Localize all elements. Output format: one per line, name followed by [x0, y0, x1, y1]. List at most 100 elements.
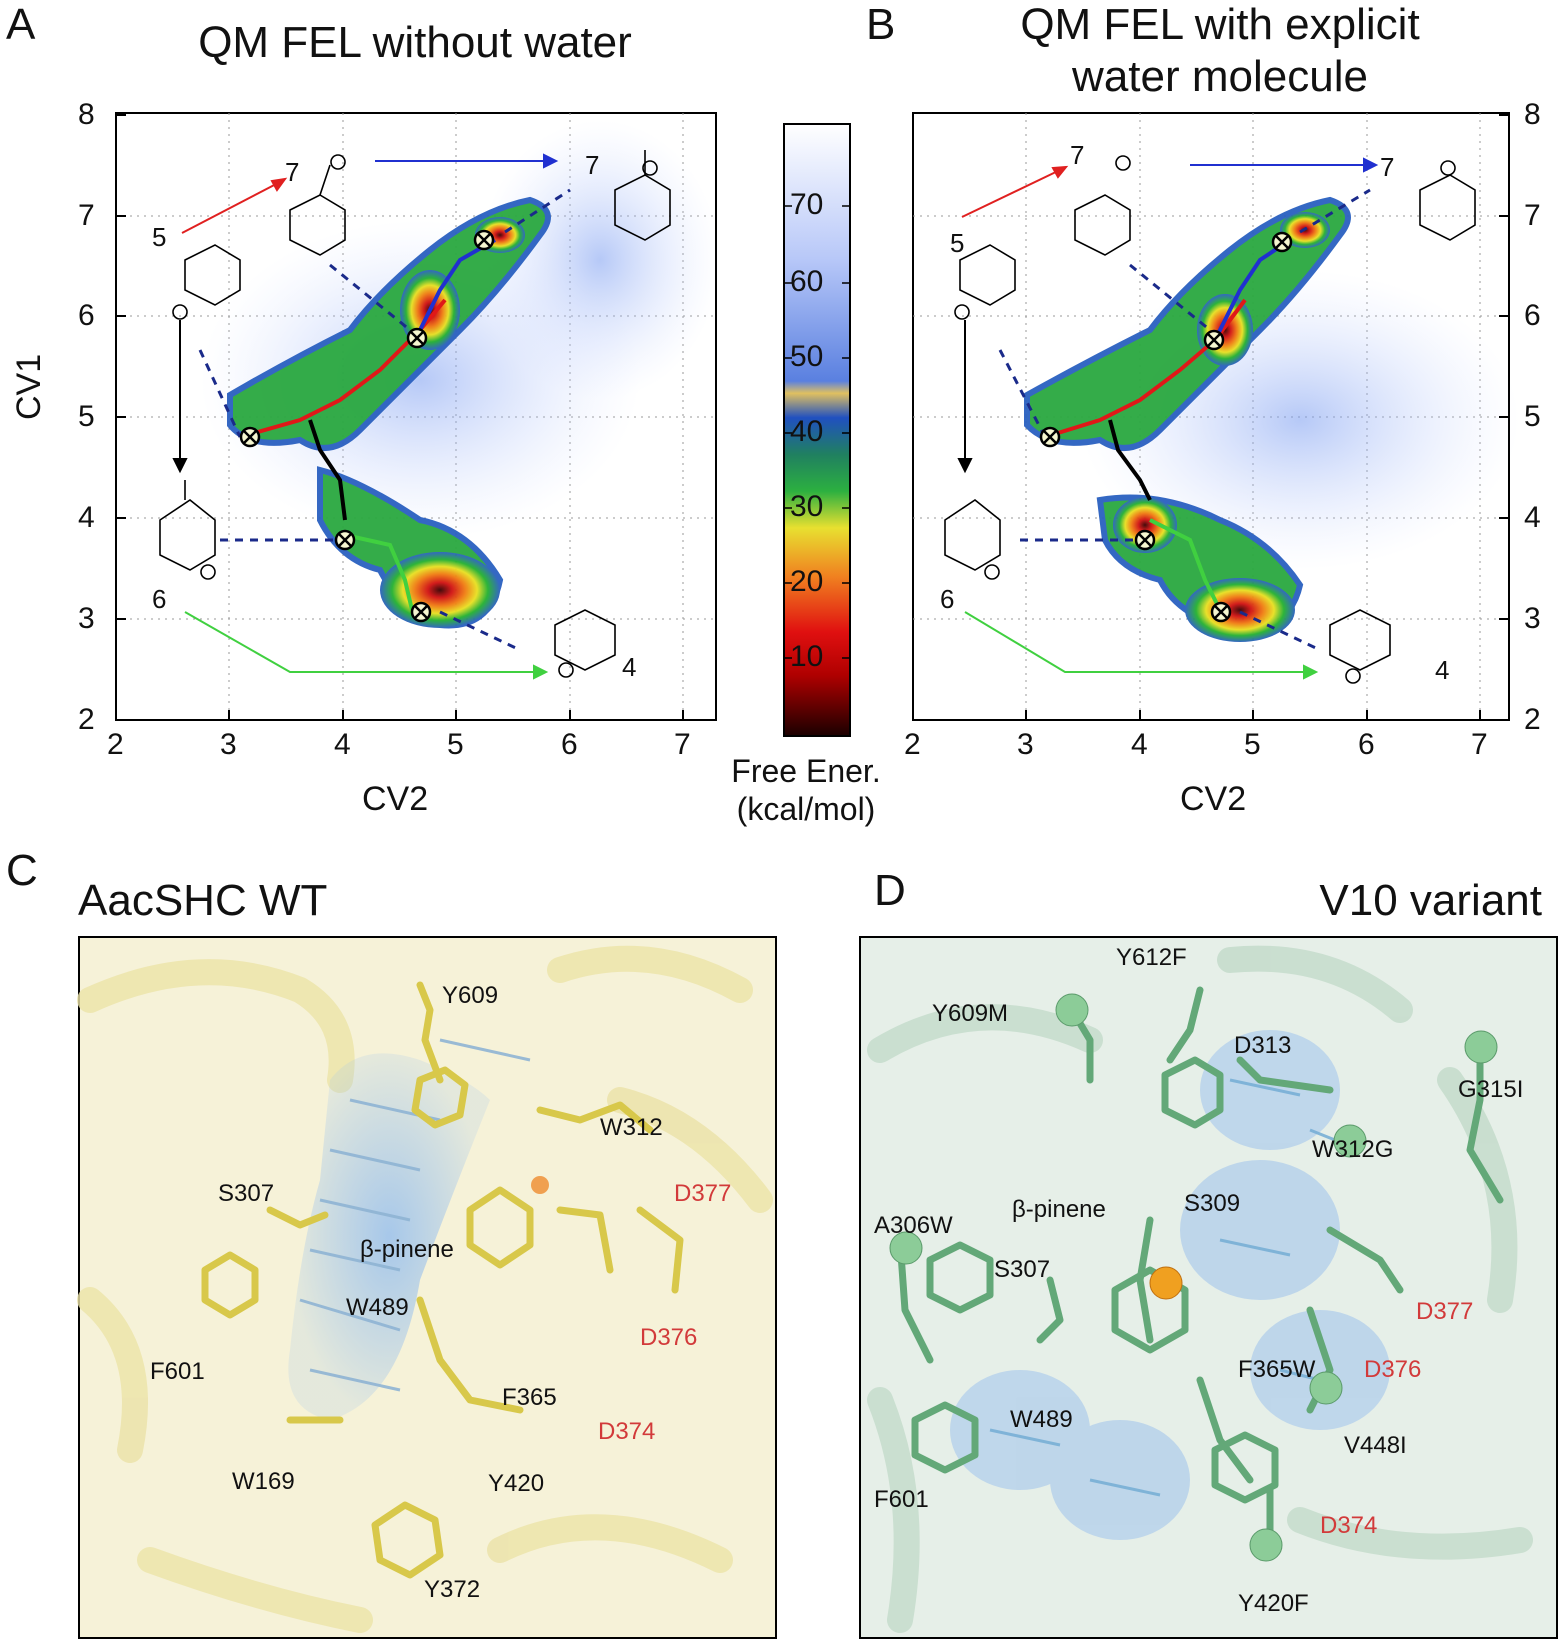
panel-a-title: QM FEL without water [198, 18, 632, 67]
residue-label: W169 [232, 1468, 295, 1495]
residue-label-acid: D376 [1364, 1356, 1422, 1383]
minimum-marker [410, 601, 432, 623]
x-tick: 4 [1131, 728, 1148, 761]
colorbar-tick: 40 [790, 415, 824, 448]
residue-label-acid: D376 [640, 1324, 698, 1351]
x-tick: 6 [1358, 728, 1375, 761]
residue-label: Y420 [488, 1470, 545, 1497]
minimum-marker [1039, 426, 1061, 448]
residue-label: V448I [1344, 1432, 1407, 1459]
colorbar-tick: 60 [790, 265, 824, 298]
y-tick: 3 [78, 602, 95, 635]
residue-label: S307 [218, 1180, 275, 1207]
panel-letter-c: C [6, 846, 38, 895]
colorbar-tick: 30 [790, 490, 824, 523]
residue-label: F601 [150, 1358, 205, 1385]
x-tick: 2 [904, 728, 921, 761]
state-label: 6 [940, 584, 955, 614]
residue-label-acid: D374 [598, 1418, 656, 1445]
panel-letter-b: B [866, 0, 896, 49]
panel-letter-d: D [874, 866, 906, 915]
y-tick: 7 [78, 199, 95, 232]
residue-label: S309 [1184, 1190, 1241, 1217]
panel-b-xlabel: CV2 [1180, 780, 1247, 818]
x-tick: 5 [447, 728, 464, 761]
residue-label: S307 [994, 1256, 1051, 1283]
panel-d-structure [859, 936, 1558, 1639]
residue-label: Y420F [1238, 1590, 1309, 1617]
residue-label: F365W [1238, 1356, 1316, 1383]
residue-label: D313 [1234, 1032, 1292, 1059]
colorbar-tick: 70 [790, 188, 824, 221]
residue-label: β-pinene [360, 1236, 454, 1263]
x-tick: 7 [1471, 728, 1488, 761]
state-label: 7 [285, 157, 300, 187]
residue-label: W489 [1010, 1406, 1073, 1433]
panel-letter-a: A [6, 0, 36, 49]
state-label: 4 [622, 652, 637, 682]
x-tick: 2 [107, 728, 124, 761]
state-label: 5 [950, 228, 965, 258]
panel-b-title-line1: QM FEL with explicit [1020, 0, 1420, 49]
y-tick: 4 [78, 501, 95, 534]
molecule-sketches [159, 150, 671, 678]
y-tick: 5 [1524, 400, 1541, 433]
residue-label: Y612F [1116, 944, 1187, 971]
x-tick: 6 [561, 728, 578, 761]
panel-b-title-line2: water molecule [1072, 52, 1368, 101]
panel-a-ylabel: CV1 [10, 353, 48, 420]
minimum-marker [1271, 231, 1293, 253]
residue-label-acid: D377 [1416, 1298, 1474, 1325]
y-tick: 4 [1524, 501, 1541, 534]
residue-label: Y609M [932, 1000, 1009, 1027]
panel-d-title: V10 variant [1319, 876, 1542, 925]
state-label: 5 [152, 222, 167, 252]
residue-label: F601 [874, 1486, 929, 1513]
x-tick: 4 [334, 728, 351, 761]
y-tick: 7 [1524, 199, 1541, 232]
residue-label: β-pinene [1012, 1196, 1106, 1223]
state-label: 7 [1070, 140, 1085, 170]
residue-label: F365 [502, 1384, 557, 1411]
state-label: 7 [585, 150, 600, 180]
x-tick: 7 [674, 728, 691, 761]
x-tick: 5 [1244, 728, 1261, 761]
residue-label: W312G [1312, 1136, 1394, 1163]
residue-label: Y372 [424, 1576, 481, 1603]
state-label: 7 [1380, 152, 1395, 182]
y-tick: 8 [1524, 98, 1541, 131]
minimum-marker [473, 229, 495, 251]
colorbar-tick: 50 [790, 340, 824, 373]
panel-c-structure [77, 936, 777, 1639]
minimum-marker [406, 327, 428, 349]
panel-b-plot [912, 112, 1520, 721]
x-tick: 3 [220, 728, 237, 761]
y-tick: 6 [78, 299, 95, 332]
minimum-marker [1134, 529, 1156, 551]
residue-label: G315I [1458, 1076, 1524, 1103]
panel-a-plot [115, 112, 720, 721]
y-tick: 2 [1524, 703, 1541, 736]
residue-label-acid: D374 [1320, 1512, 1378, 1539]
minimum-marker [334, 529, 356, 551]
y-tick: 5 [78, 400, 95, 433]
minimum-marker [1210, 601, 1232, 623]
colorbar-tick: 20 [790, 565, 824, 598]
residue-label: W489 [346, 1294, 409, 1321]
residue-label: A306W [874, 1212, 953, 1239]
residue-label-acid: D377 [674, 1180, 732, 1207]
y-tick: 2 [78, 703, 95, 736]
residue-label: Y609 [442, 982, 499, 1009]
colorbar-label-line2: (kcal/mol) [736, 791, 876, 827]
colorbar-label-line1: Free Ener. [731, 753, 881, 789]
minimum-marker [1203, 329, 1225, 351]
state-label: 6 [152, 584, 167, 614]
panel-c-title: AacSHC WT [78, 876, 328, 925]
molecule-sketches [944, 155, 1476, 684]
panel-a-xlabel: CV2 [362, 780, 429, 818]
colorbar [783, 123, 851, 737]
y-tick: 8 [78, 98, 95, 131]
y-tick: 3 [1524, 602, 1541, 635]
colorbar-tick: 10 [790, 640, 824, 673]
